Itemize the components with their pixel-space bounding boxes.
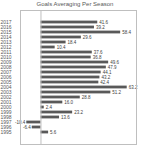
svg-text:2012: 2012 <box>0 44 12 51</box>
svg-text:41.6: 41.6 <box>99 19 108 25</box>
svg-text:1998: 1998 <box>0 114 12 121</box>
html-text:Goals Averaging Per Season: Goals Averaging Per Season <box>36 1 114 7</box>
svg-text:2007: 2007 <box>0 69 12 76</box>
svg-text:37.6: 37.6 <box>93 49 103 55</box>
svg-text:2006: 2006 <box>0 74 12 81</box>
svg-text:2016: 2016 <box>0 24 12 31</box>
svg-text:2008: 2008 <box>0 64 12 71</box>
svg-text:-6.4: -6.4 <box>23 125 31 130</box>
svg-text:2.4: 2.4 <box>46 105 53 110</box>
svg-text:5.6: 5.6 <box>50 130 57 135</box>
svg-text:43.2: 43.2 <box>101 74 111 80</box>
svg-text:2004: 2004 <box>0 84 12 91</box>
svg-text:2010: 2010 <box>0 54 12 61</box>
svg-text:2011: 2011 <box>0 49 12 56</box>
svg-text:2013: 2013 <box>0 39 12 46</box>
svg-text:2000: 2000 <box>0 104 12 111</box>
svg-text:2005: 2005 <box>0 79 12 86</box>
svg-text:1999: 1999 <box>0 109 12 116</box>
svg-text:10.4: 10.4 <box>57 45 66 50</box>
svg-text:2009: 2009 <box>0 59 12 66</box>
svg-text:42.4: 42.4 <box>100 80 109 85</box>
svg-text:23.2: 23.2 <box>74 110 83 115</box>
svg-text:28.8: 28.8 <box>82 95 91 100</box>
svg-text:2003: 2003 <box>0 89 12 96</box>
svg-text:16.0: 16.0 <box>64 100 73 105</box>
svg-text:2002: 2002 <box>0 94 12 101</box>
svg-text:51.2: 51.2 <box>112 90 121 95</box>
svg-text:13.6: 13.6 <box>61 115 70 120</box>
svg-text:49.6: 49.6 <box>110 59 119 65</box>
svg-text:2015: 2015 <box>0 29 12 36</box>
svg-text:1996: 1996 <box>0 124 12 131</box>
svg-text:18.4: 18.4 <box>68 40 77 45</box>
svg-text:44.1: 44.1 <box>102 69 112 75</box>
svg-text:47.9: 47.9 <box>107 64 117 70</box>
svg-text:29.6: 29.6 <box>83 35 92 40</box>
svg-text:1995: 1995 <box>0 129 11 135</box>
svg-text:2017: 2017 <box>0 19 12 26</box>
svg-text:39.2: 39.2 <box>96 25 105 30</box>
svg-text:2014: 2014 <box>0 34 12 41</box>
svg-text:58.4: 58.4 <box>122 30 131 35</box>
svg-text:2001: 2001 <box>0 99 12 106</box>
svg-text:63.2: 63.2 <box>128 84 138 90</box>
svg-text:1997: 1997 <box>0 119 12 126</box>
svg-text:36.8: 36.8 <box>93 55 102 60</box>
